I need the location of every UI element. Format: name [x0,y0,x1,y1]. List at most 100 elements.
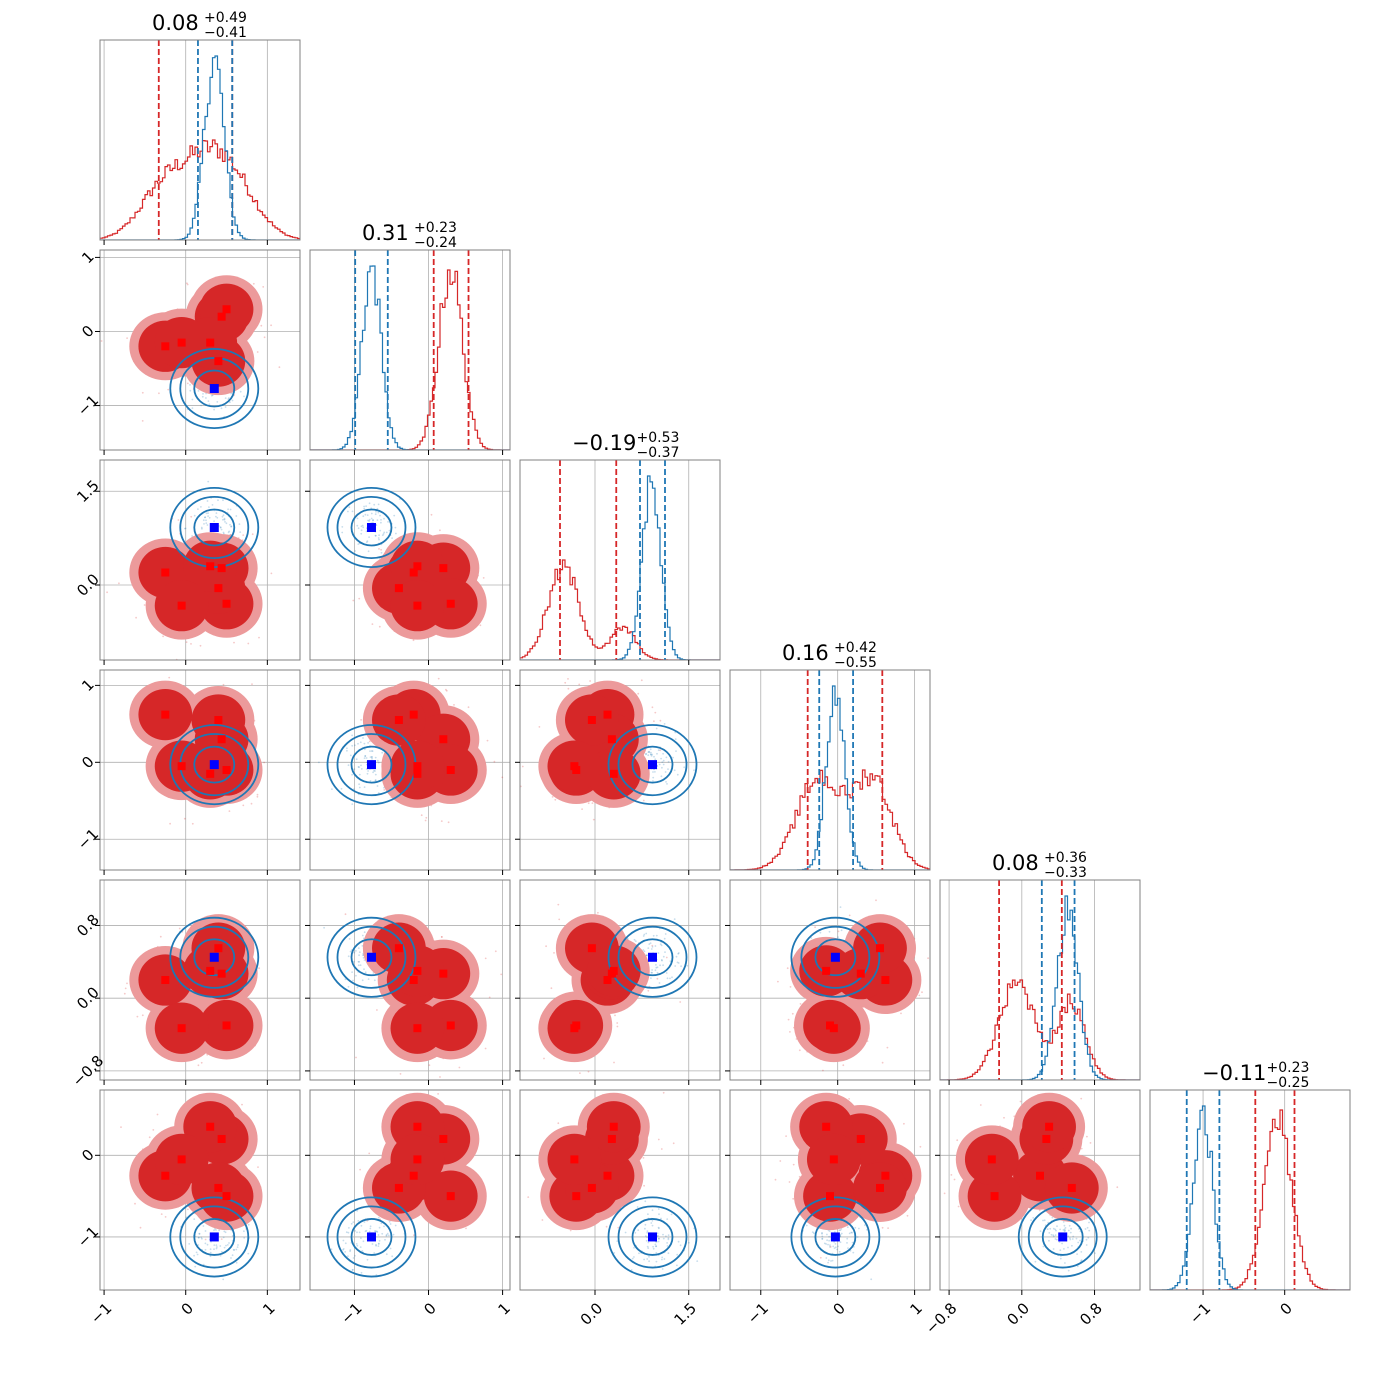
red-mode-marker [856,969,865,978]
red-sample [792,1163,795,1166]
blue-sample [209,1248,212,1251]
red-sample [1038,1209,1041,1212]
blue-sample [661,1256,664,1259]
blue-sample [650,977,652,979]
blue-sample [222,514,225,517]
blue-sample [650,948,653,950]
blue-sample [658,982,661,984]
blue-sample [658,763,661,766]
red-sample [931,965,933,967]
blue-sample [667,1252,670,1255]
panel-frame [309,879,511,1081]
blue-sample [347,955,350,958]
red-sample [488,996,491,999]
red-mode-marker [177,338,186,347]
red-sample [789,1031,791,1033]
blue-sample [636,1206,639,1208]
red-mode-marker [587,716,596,724]
blue-sample [211,504,214,506]
red-sample [653,720,655,723]
red-sample [191,822,194,825]
red-sample [591,802,594,804]
blue-sample [207,512,209,514]
red-sample [545,945,547,948]
blue-sample [367,770,369,772]
blue-sample [1048,1232,1051,1234]
blue-sample [201,1237,203,1240]
blue-sample [202,519,205,522]
blue-sample [204,1248,207,1251]
blue-sample [385,531,388,534]
blue-sample [392,1233,395,1236]
blue-sample [652,776,655,779]
red-mode-marker [217,735,226,744]
blue-sample [1043,1219,1046,1222]
blue-sample [646,1245,649,1248]
red-sample [152,1129,155,1131]
red-sample [158,392,160,395]
red-sample [501,776,504,779]
red-sample [837,930,840,933]
blue-sample [222,499,224,502]
blue-sample [352,1221,355,1223]
red-sample [589,680,591,682]
blue-sample [696,1260,699,1262]
red-mode-marker [214,584,223,593]
red-sample [100,340,103,342]
red-sample [616,1022,619,1024]
red-sample [637,692,640,695]
blue-sample [366,1258,369,1261]
blue-sample [646,1230,649,1233]
blue-sample [1071,1244,1073,1247]
blue-sample [354,1230,356,1232]
blue-sample [676,773,679,776]
blue-sample [677,962,680,964]
blue-sample [830,1260,832,1262]
blue-sample [195,1251,198,1254]
red-mode-marker [394,584,403,593]
blue-sample [663,723,666,725]
red-sample [169,822,171,825]
red-sample [368,1152,371,1155]
blue-sample [645,752,648,755]
blue-sample [362,954,364,957]
blue-sample [205,397,207,399]
red-mode-marker [603,1171,612,1180]
blue-sample [856,1236,859,1238]
red-mode-marker [222,1192,231,1201]
red-sample [538,726,541,728]
blue-sample [1069,1231,1072,1234]
blue-truth-marker [366,1232,376,1242]
red-sample [233,641,235,644]
contour-panel-3-5: −1 0 1 [725,1089,931,1328]
red-mode-marker [570,1024,579,1033]
blue-sample [377,1245,380,1247]
blue-sample [838,1229,841,1232]
red-sample [241,1103,243,1106]
blue-sample [1085,1244,1088,1246]
red-sample [200,1061,203,1064]
blue-truth-marker [830,1232,840,1242]
blue-sample [366,540,369,543]
blue-sample [821,1232,823,1235]
blue-sample [215,1229,217,1231]
blue-sample [360,768,363,770]
blue-sample [205,512,208,515]
blue-sample [197,390,200,392]
red-mode-marker [394,1183,403,1192]
blue-sample [847,1247,849,1249]
red-sample [579,1072,581,1074]
blue-sample [347,1255,349,1258]
blue-contour [179,1205,250,1269]
contour-panel-0-5: −1 0 −1 0 1 [74,1089,301,1328]
blue-sample [655,727,658,730]
blue-sample [665,1235,667,1238]
blue-sample [357,766,360,768]
blue-sample [364,755,367,757]
blue-sample [361,1250,364,1252]
red-sample [393,1094,395,1096]
blue-sample [342,1248,345,1250]
red-sample [1028,1081,1030,1083]
blue-sample [1063,1248,1065,1250]
red-sample [378,625,381,628]
